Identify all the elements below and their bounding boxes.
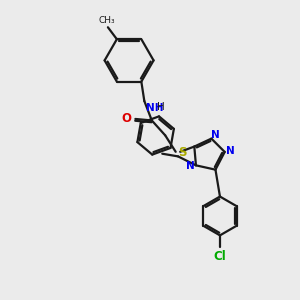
- Text: H: H: [158, 102, 165, 112]
- Text: Cl: Cl: [214, 250, 226, 263]
- Text: NH: NH: [146, 103, 163, 112]
- Text: CH₃: CH₃: [98, 16, 115, 25]
- Text: N: N: [211, 130, 219, 140]
- Text: N: N: [226, 146, 235, 156]
- Text: O: O: [122, 112, 132, 125]
- Text: N: N: [186, 161, 195, 171]
- Text: S: S: [178, 146, 187, 159]
